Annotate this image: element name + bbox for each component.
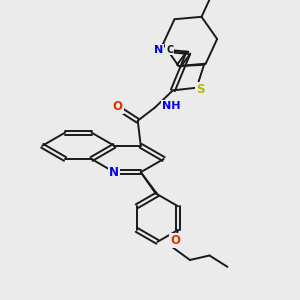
Text: C: C [166,45,173,55]
Text: N: N [154,45,163,55]
Text: O: O [113,100,123,113]
Text: S: S [196,83,205,96]
Text: N: N [110,166,119,179]
Text: NH: NH [161,101,180,111]
Text: O: O [170,234,180,247]
